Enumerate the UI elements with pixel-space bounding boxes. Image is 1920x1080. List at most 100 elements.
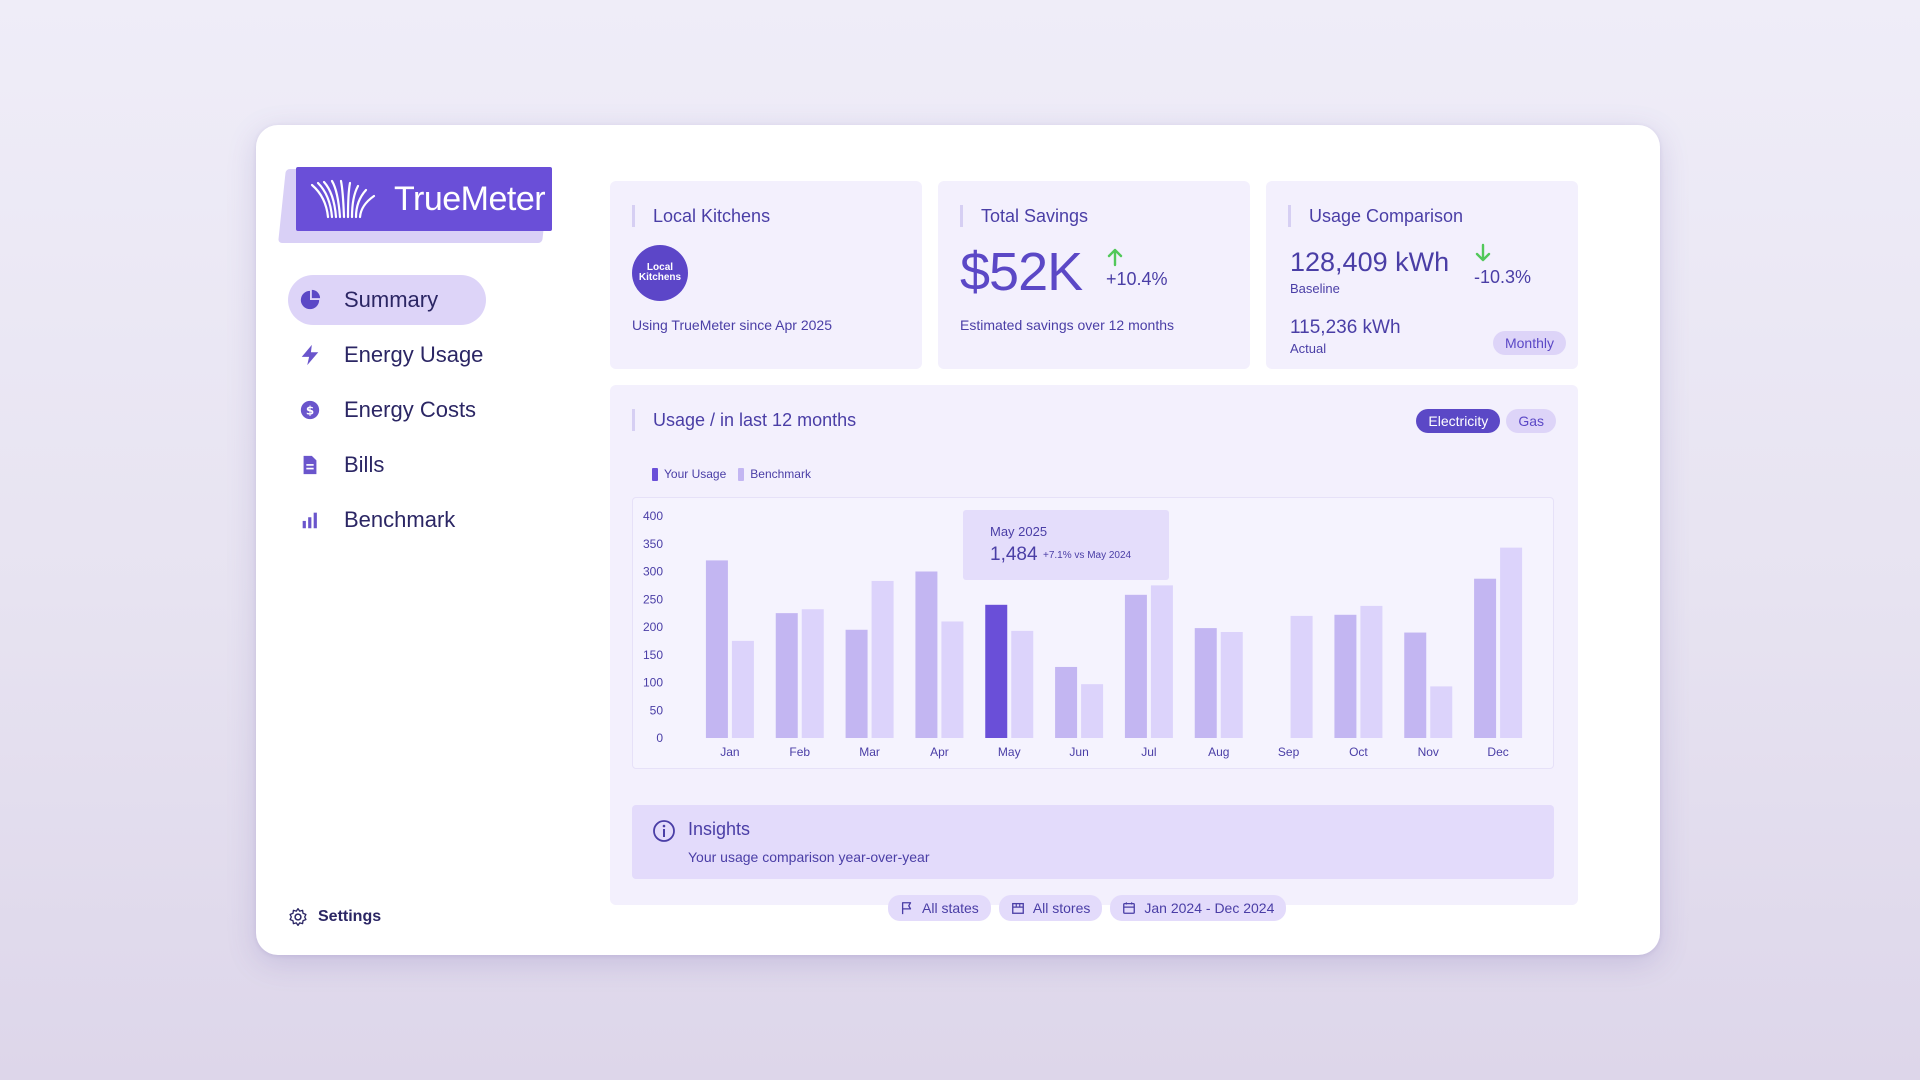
nav-item-energy-usage[interactable]: Energy Usage [288, 330, 538, 380]
filter-states[interactable]: All states [888, 895, 991, 921]
bar-benchmark[interactable] [1290, 615, 1313, 738]
bar-your-usage[interactable] [1404, 632, 1427, 738]
bar-benchmark[interactable] [941, 621, 964, 738]
nav-item-bills[interactable]: Bills [288, 440, 538, 490]
sunburst-icon [310, 179, 376, 219]
bar-benchmark[interactable] [1430, 686, 1453, 738]
bar-benchmark[interactable] [1011, 630, 1034, 738]
tooltip-value: 1,484 [990, 544, 1038, 565]
actual-value: 115,236 kWh [1290, 317, 1401, 338]
bar-your-usage[interactable] [915, 571, 938, 739]
legend-swatch-benchmark [738, 467, 745, 481]
toggle-electricity[interactable]: Electricity [1416, 409, 1501, 433]
savings-note: Estimated savings over 12 months [960, 317, 1174, 333]
arrow-down-icon [1474, 243, 1492, 268]
actual-label: Actual [1290, 341, 1327, 356]
nav-item-benchmark[interactable]: Benchmark [288, 495, 538, 545]
bar-benchmark[interactable] [1500, 547, 1523, 738]
app-window: TrueMeter Summary Energy Usage $ Energy … [256, 125, 1660, 955]
truemeter-logo[interactable]: TrueMeter [296, 167, 552, 231]
bar-benchmark[interactable] [1081, 684, 1104, 738]
filter-stores[interactable]: All stores [998, 895, 1103, 921]
legend-benchmark: Benchmark [738, 467, 811, 481]
client-logo-line2: Kitchens [638, 272, 682, 283]
filter-date-range[interactable]: Jan 2024 - Dec 2024 [1110, 895, 1287, 921]
chart-tooltip: May 2025 1,484 +7.1% vs May 2024 [963, 510, 1169, 580]
pie-chart-icon [298, 288, 322, 312]
chart-svg: 0 50 100 150 200 250 300 350 400 Jan Feb Mar Apr May J… [643, 509, 1523, 759]
savings-card-title: Total Savings [960, 205, 1088, 227]
flag-icon [901, 902, 912, 915]
gear-icon [289, 908, 307, 926]
bar-your-usage[interactable] [1194, 628, 1217, 738]
lightning-icon [298, 343, 322, 367]
bar-your-usage[interactable] [705, 560, 728, 738]
legend-label-benchmark: Benchmark [750, 467, 811, 481]
app-name: TrueMeter [394, 179, 546, 218]
insights-panel: Insights Your usage comparison year-over… [632, 805, 1554, 879]
y-tick-label: 50 [650, 703, 664, 717]
dollar-icon: $ [298, 398, 322, 422]
client-since-note: Using TrueMeter since Apr 2025 [632, 317, 832, 333]
nav-label-summary: Summary [344, 287, 439, 312]
savings-card: Total Savings $52K +10.4% Estimated savi… [938, 181, 1250, 369]
usage-comparison-card: Usage Comparison 128,409 kWh Baseline -1… [1266, 181, 1578, 369]
bar-your-usage[interactable] [845, 629, 868, 738]
bar-your-usage[interactable] [1124, 594, 1147, 738]
bar-benchmark[interactable] [1220, 631, 1243, 738]
legend-your-usage: Your Usage [652, 467, 726, 481]
baseline-label: Baseline [1290, 281, 1340, 296]
bar-your-usage[interactable] [1334, 614, 1357, 738]
x-tick-label: May [998, 745, 1021, 759]
x-tick-label: Aug [1208, 745, 1229, 759]
x-tick-label: Sep [1278, 745, 1300, 759]
usage-bar-chart: 0 50 100 150 200 250 300 350 400 Jan Feb Mar Apr May J… [632, 497, 1554, 769]
info-icon [653, 820, 675, 842]
bar-benchmark[interactable] [1360, 605, 1383, 738]
nav-label-benchmark: Benchmark [344, 507, 456, 532]
savings-value: $52K [960, 242, 1083, 302]
toggle-gas[interactable]: Gas [1506, 409, 1556, 433]
client-card: Local Kitchens Local Kitchens Using True… [610, 181, 922, 369]
insights-title: Insights [688, 819, 751, 839]
x-tick-label: Oct [1349, 745, 1368, 759]
bar-benchmark[interactable] [871, 580, 894, 738]
y-tick-label: 350 [643, 537, 663, 551]
y-tick-label: 400 [643, 509, 663, 523]
insights-subtitle: Your usage comparison year-over-year [688, 849, 930, 865]
y-tick-label: 250 [643, 592, 663, 606]
nav-label-energy-usage: Energy Usage [344, 342, 484, 367]
store-icon [1011, 902, 1024, 914]
fuel-toggle: Electricity Gas [1416, 409, 1556, 433]
document-icon [298, 453, 322, 477]
local-kitchens-logo: Local Kitchens [632, 245, 688, 301]
client-card-title: Local Kitchens [632, 205, 770, 227]
nav-label-bills: Bills [344, 452, 385, 477]
bar-benchmark[interactable] [801, 609, 824, 738]
x-tick-label: Feb [789, 745, 810, 759]
comparison-delta: -10.3% [1474, 267, 1532, 287]
usage-chart-title: Usage / in last 12 months [632, 409, 856, 431]
x-tick-label: Jun [1069, 745, 1088, 759]
period-selector[interactable]: Monthly [1492, 331, 1566, 355]
svg-text:$: $ [306, 404, 314, 418]
calendar-icon [1123, 902, 1136, 914]
tooltip-note: +7.1% vs May 2024 [1043, 550, 1132, 561]
bar-benchmark[interactable] [731, 640, 754, 738]
legend-label-usage: Your Usage [664, 467, 727, 481]
settings-link[interactable]: Settings [288, 907, 381, 927]
nav-item-summary[interactable]: Summary [288, 275, 486, 325]
bar-your-usage[interactable] [985, 604, 1008, 738]
bar-your-usage[interactable] [1055, 666, 1078, 738]
y-tick-label: 150 [643, 648, 663, 662]
bar-benchmark[interactable] [1150, 585, 1173, 738]
usage-chart-card: Usage / in last 12 months Electricity Ga… [610, 385, 1578, 905]
chart-legend: Your Usage Benchmark [652, 467, 811, 481]
x-tick-label: Apr [930, 745, 949, 759]
legend-swatch-usage [652, 467, 658, 481]
bar-your-usage[interactable] [775, 613, 798, 738]
y-tick-label: 100 [643, 676, 663, 690]
nav-item-energy-costs[interactable]: $ Energy Costs [288, 385, 538, 435]
bar-your-usage[interactable] [1474, 578, 1497, 738]
filter-bar: All states All stores Jan 2024 - Dec 202… [888, 895, 1287, 921]
